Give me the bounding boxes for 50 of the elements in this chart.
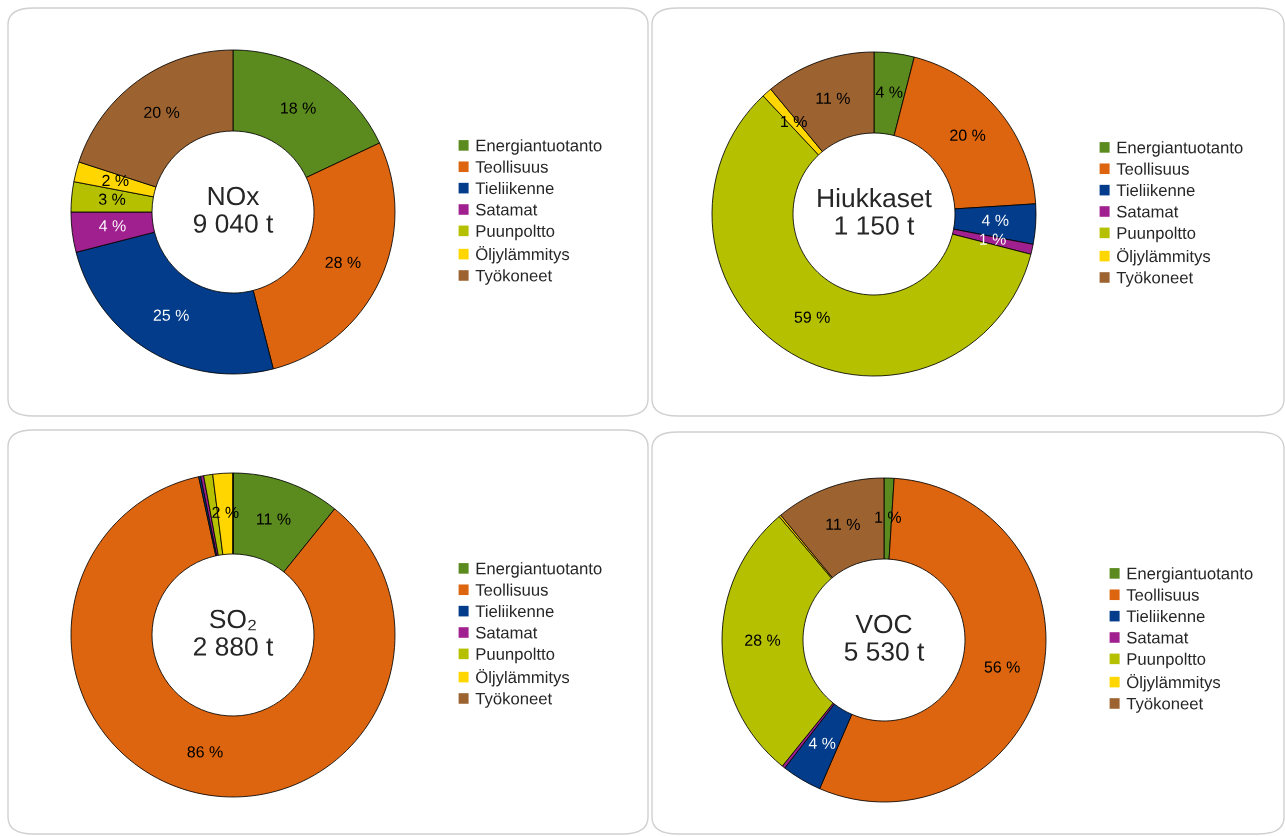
data-label: 4 % [875, 86, 903, 98]
data-label: 59 % [794, 311, 830, 323]
legend-label: Satamat [1117, 205, 1179, 218]
data-label: 11 % [826, 518, 860, 530]
legend-label: Öljylämmitys [1127, 674, 1221, 692]
legend-label: Energiantuotanto [1117, 141, 1243, 157]
legend-label: Tieliikenne [1116, 183, 1195, 197]
data-label: 2 % [102, 174, 129, 187]
data-label: 11 % [257, 513, 291, 525]
legend-label: Öljylämmitys [1117, 248, 1211, 266]
legend-label: Öljylämmitys [476, 669, 570, 687]
data-label: 4 % [99, 220, 126, 232]
legend-label: Työkoneet [1116, 271, 1194, 287]
legend-label: Puunpoltto [476, 224, 555, 241]
data-label: 4 % [981, 214, 1009, 226]
text: VOC 5 530 t [844, 614, 925, 661]
legend-label: Tieliikenne [475, 604, 554, 618]
legend-label: Puunpoltto [476, 647, 555, 664]
legend-label: Tieliikenne [475, 181, 554, 195]
legend-label: Työkoneet [475, 692, 553, 708]
text: NOx 9 040 t [193, 186, 274, 233]
legend-label: Puunpoltto [1117, 226, 1196, 243]
data-label: 4 % [808, 737, 836, 749]
data-label: 28 % [745, 634, 781, 646]
data-label: 86 % [187, 746, 223, 758]
text: Hiukkaset 1 150 t [818, 187, 932, 235]
legend-label: Energiantuotanto [476, 562, 602, 578]
data-label: 20 % [144, 106, 180, 118]
legend-label: Öljylämmitys [476, 246, 570, 264]
text: SO₂ 2 880 t [193, 609, 274, 656]
data-label: 28 % [325, 256, 361, 269]
data-label: 25 % [153, 309, 189, 321]
data-label: 3 % [98, 193, 126, 205]
legend-label: Teollisuus [475, 160, 548, 173]
data-label: 11 % [816, 92, 850, 104]
legend-label: Energiantuotanto [476, 139, 602, 155]
legend-label: Satamat [1127, 631, 1189, 644]
data-label: 20 % [950, 129, 986, 141]
legend-label: Teollisuus [1116, 162, 1189, 175]
legend-label: Satamat [476, 203, 538, 216]
data-label: 18 % [281, 102, 316, 114]
data-label: 56 % [984, 661, 1020, 673]
legend-label: Teollisuus [475, 583, 548, 596]
legend-label: Puunpoltto [1127, 652, 1206, 669]
legend-label: Satamat [476, 626, 538, 639]
legend-label: Työkoneet [475, 269, 553, 285]
legend-label: Energiantuotanto [1127, 567, 1253, 583]
legend-label: Teollisuus [1126, 588, 1199, 601]
legend-label: Työkoneet [1126, 697, 1204, 713]
legend-label: Tieliikenne [1126, 609, 1205, 623]
